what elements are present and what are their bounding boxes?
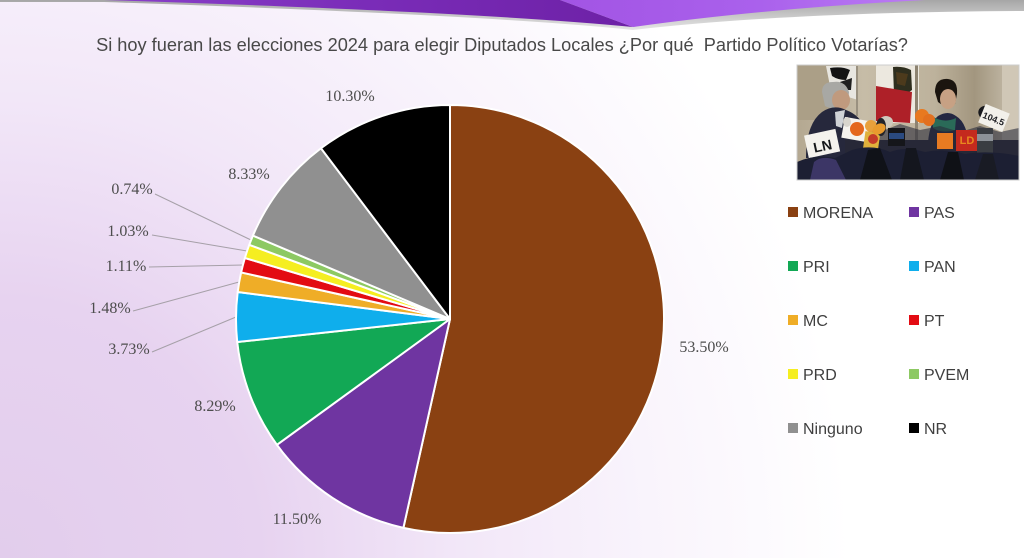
svg-text:PAN: PAN bbox=[924, 259, 956, 276]
svg-text:PAS: PAS bbox=[924, 205, 955, 222]
svg-text:MORENA: MORENA bbox=[803, 205, 874, 222]
svg-text:1.03%: 1.03% bbox=[107, 223, 148, 240]
svg-text:8.33%: 8.33% bbox=[228, 166, 269, 183]
svg-text:PT: PT bbox=[924, 313, 945, 330]
svg-text:Ninguno: Ninguno bbox=[803, 421, 863, 438]
svg-text:PVEM: PVEM bbox=[924, 367, 969, 384]
svg-text:LN: LN bbox=[812, 136, 834, 156]
svg-text:NR: NR bbox=[924, 421, 947, 438]
svg-text:10.30%: 10.30% bbox=[325, 88, 374, 105]
svg-text:1.11%: 1.11% bbox=[106, 258, 147, 275]
svg-text:3.73%: 3.73% bbox=[108, 341, 149, 358]
svg-text:8.29%: 8.29% bbox=[194, 398, 235, 415]
svg-text:MC: MC bbox=[803, 313, 828, 330]
svg-text:1.48%: 1.48% bbox=[89, 300, 130, 317]
svg-text:LD: LD bbox=[960, 135, 975, 147]
svg-text:11.50%: 11.50% bbox=[273, 511, 322, 528]
svg-text:PRI: PRI bbox=[803, 259, 830, 276]
svg-text:Si hoy fueran las elecciones 2: Si hoy fueran las elecciones 2024 para e… bbox=[96, 35, 908, 55]
svg-text:0.74%: 0.74% bbox=[111, 181, 152, 198]
svg-text:53.50%: 53.50% bbox=[679, 339, 728, 356]
svg-text:PRD: PRD bbox=[803, 367, 837, 384]
